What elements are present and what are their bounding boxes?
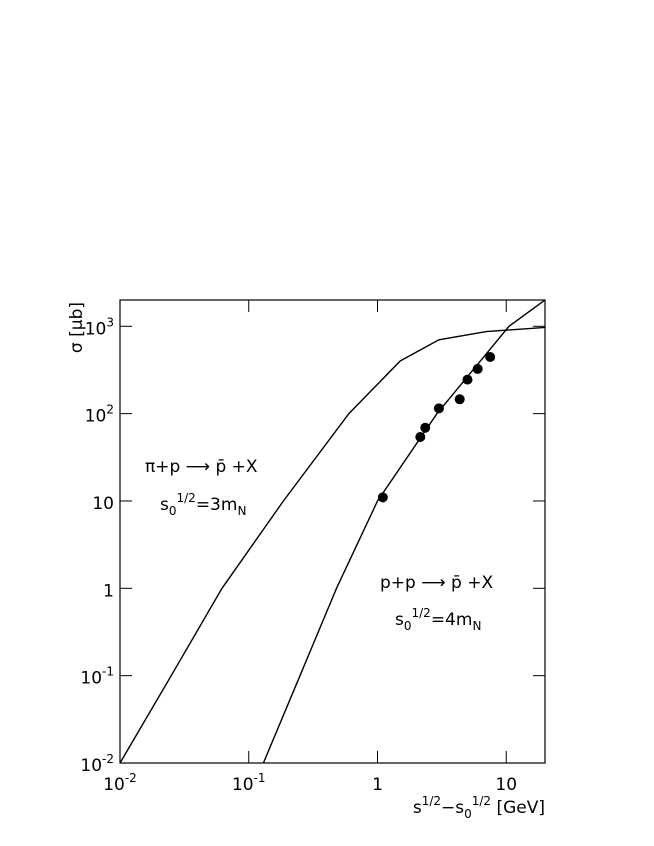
text-part: =4m [431,610,473,630]
data-point [485,352,496,363]
text-part: p+p ⟶ p̄ +X [380,573,493,593]
text-part: s [395,610,404,630]
text-part: π+p ⟶ p̄ +X [145,457,258,477]
x-tick-label: 1 [372,775,383,795]
x-tick-label: 10-1 [232,771,266,795]
text-part: −s [441,798,464,818]
data-point [472,363,483,374]
tick-exp: 3 [106,315,114,329]
annotation: s01/2=3mN [160,491,246,518]
tick-base: 10 [495,775,517,795]
y-tick-label: 103 [85,315,114,339]
annotation: p+p ⟶ p̄ +X [380,573,493,593]
y-tick-label: 10-2 [80,752,114,776]
curve [262,300,545,763]
y-tick-label: 102 [85,403,114,427]
y-axis-label: σ [μb] [67,302,87,353]
plot-frame [119,299,546,764]
tick-base: 10 [92,494,114,514]
tick-exp: 2 [106,403,114,417]
tick-base: 10 [85,407,107,427]
text-part: N [237,504,246,518]
tick-exp: -2 [102,752,114,766]
text-part: 1/2 [412,606,431,620]
data-point [454,394,465,405]
x-tick-label: 10 [495,775,517,795]
annotation: s01/2=4mN [395,606,481,633]
curve [120,326,545,763]
tick-base: 10 [80,756,102,776]
y-tick-label: 1 [103,581,114,601]
text-part: 0 [169,504,177,518]
data-point [415,432,426,443]
y-tick-label: 10-1 [80,665,114,689]
tick-base: 10 [80,669,102,689]
tick-base: 10 [232,775,254,795]
tick-base: 10 [85,319,107,339]
data-point [377,492,388,503]
text-part: s [160,495,169,515]
x-axis-label: s1/2−s01/2 [GeV] [413,794,545,821]
data-point [433,403,444,414]
tick-base: 10 [103,775,125,795]
text-part: [GeV] [491,798,545,818]
tick-base: 1 [103,581,114,601]
text-part: N [472,619,481,633]
tick-exp: -1 [254,771,266,785]
tick-base: 1 [372,775,383,795]
text-part: =3m [196,495,238,515]
text-part: 0 [404,619,412,633]
text-part: 1/2 [472,794,491,808]
text-part: s [413,798,422,818]
annotation: π+p ⟶ p̄ +X [145,457,258,477]
data-point [420,422,431,433]
tick-exp: -2 [125,771,137,785]
data-point [462,374,473,385]
y-tick-label: 10 [92,494,114,514]
tick-exp: -1 [102,665,114,679]
text-part: 0 [464,807,472,821]
text-part: 1/2 [422,794,441,808]
text-part: 1/2 [177,491,196,505]
x-tick-label: 10-2 [103,771,137,795]
plot-area [120,300,545,763]
